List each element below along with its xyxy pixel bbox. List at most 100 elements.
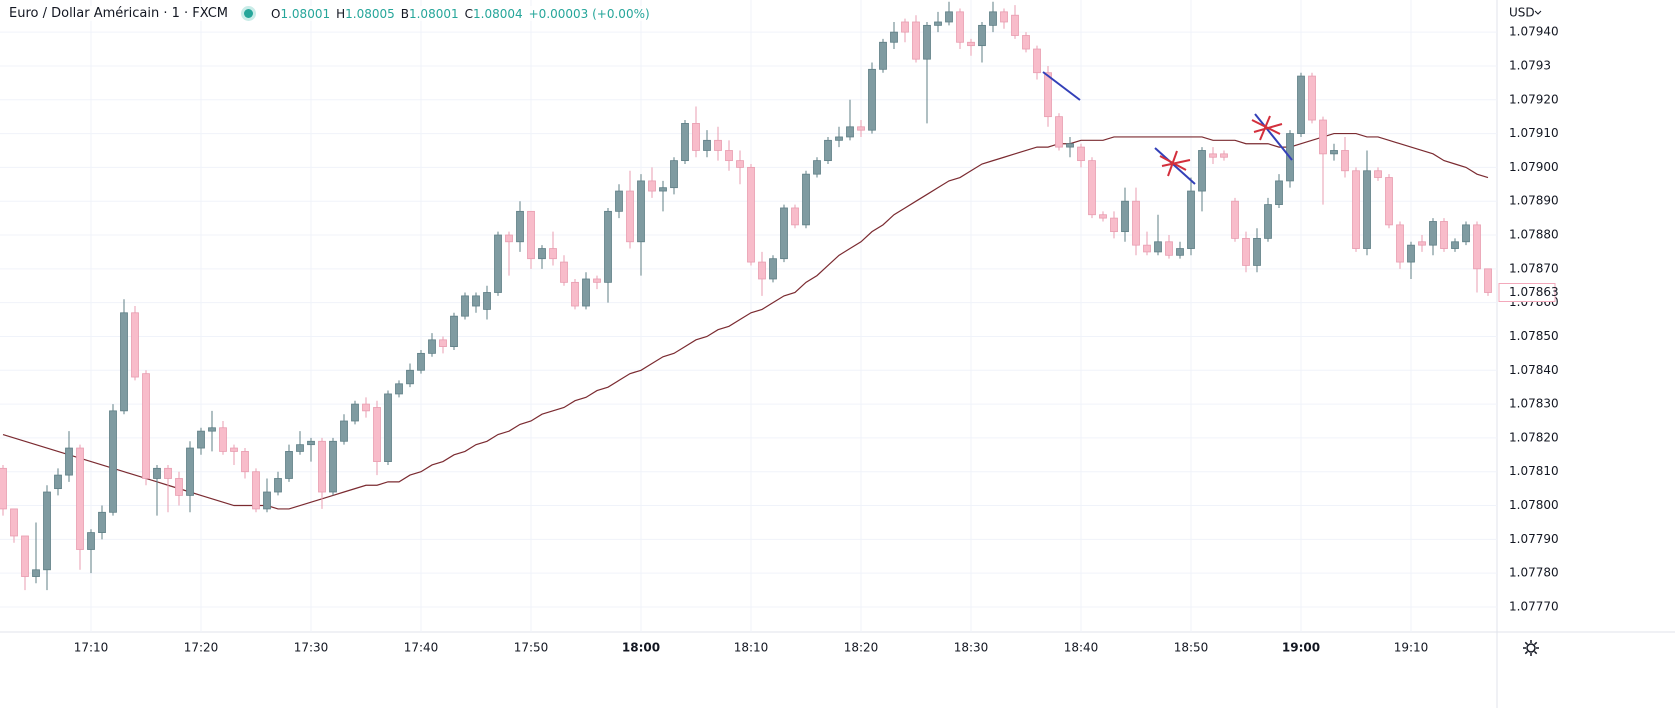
candle-body [1099,214,1107,219]
ohlc-key: O [271,6,281,21]
candle-body [175,478,183,496]
candle-body [1275,180,1283,205]
candle-body [967,41,975,47]
moving-average-layer [2,132,1489,510]
candle-body [1110,217,1118,233]
candle-body [692,123,700,151]
y-tick-label: 1.07940 [1509,25,1559,39]
candle-body [516,210,524,243]
trend-line [1042,71,1081,101]
candle-body [890,31,898,43]
y-tick-label: 1.07780 [1509,566,1559,580]
candle-body [318,440,326,493]
candle-body [549,248,557,260]
candle-body [1374,170,1382,178]
candle-body [824,139,832,162]
candle-body [307,440,315,446]
gear-teeth[interactable] [1523,640,1539,656]
candle-body [32,569,40,577]
candle-body [285,451,293,479]
candle-body [1143,244,1151,253]
settings-icon[interactable] [1523,640,1539,656]
x-tick-label: 18:30 [954,641,989,655]
x-tick-label: 17:30 [294,641,329,655]
y-tick-label: 1.07820 [1509,430,1559,444]
grid [0,0,1497,632]
candle-body [1418,241,1426,246]
cross-mark [1251,115,1283,141]
candle-body [1429,221,1437,246]
candle-body [1088,160,1096,216]
candle-body [120,312,128,412]
candle-body [1473,224,1481,270]
y-tick-label: 1.07910 [1509,126,1559,140]
candle-body [87,532,95,550]
candle-body [1484,268,1492,293]
candle-body [1440,221,1448,249]
candle-body [131,312,139,378]
candle-body [439,339,447,348]
candle-body [725,150,733,162]
candle-body [1165,241,1173,256]
gear-center[interactable] [1526,643,1536,653]
candle-body [340,420,348,442]
candle-body [296,444,304,452]
currency-label[interactable]: USD [1509,6,1535,20]
candle-body [109,410,117,513]
currency-chevron[interactable] [1534,10,1542,15]
x-tick-label: 18:20 [844,641,879,655]
x-tick-label: 18:40 [1064,641,1099,655]
candle-body [428,339,436,354]
candle-body [461,295,469,317]
candle-body [241,451,249,473]
candle-body [219,427,227,452]
candle-body [791,207,799,226]
candle-body [912,21,920,60]
candle-body [1264,204,1272,239]
candle-body [736,160,744,168]
candle-body [802,173,810,226]
candle-body [945,11,953,23]
ohlc-key: B [400,6,409,21]
y-tick-label: 1.07770 [1509,599,1559,613]
candle-body [1000,11,1008,23]
candle-body [1341,150,1349,172]
candle-body [538,248,546,260]
candle-body [494,234,502,293]
candle-body [956,11,964,43]
symbol-title[interactable]: Euro / Dollar Américain · 1 · FXCM [9,6,229,21]
candle-body [0,467,7,510]
x-tick-label: 18:00 [622,641,660,655]
candle-body [395,383,403,395]
candle-body [1451,241,1459,249]
x-tick-label: 17:40 [404,641,439,655]
y-tick-label: 1.07920 [1509,92,1559,106]
candle-body [1187,190,1195,249]
candle-body [483,292,491,310]
candle-body [670,160,678,189]
candle-body [813,160,821,175]
candle-body [780,207,788,260]
candle-body [230,447,238,452]
trend-line [1154,147,1196,185]
time-axis: 17:10 17:20 17:30 17:40 17:50 18:00 18:10 18:20… [74,641,1429,655]
ohlc-value: 1.08001 [408,6,459,21]
y-tick-label: 1.07790 [1509,532,1559,546]
candle-body [21,535,29,577]
trend-line [1254,113,1293,161]
candle-body [868,68,876,131]
candle-body [604,210,612,283]
candle-body [571,281,579,307]
candle-body [1231,200,1239,239]
candle-body [1033,48,1041,74]
ohlc-key: H [336,6,346,21]
x-tick-label: 18:50 [1174,641,1209,655]
candle-body [703,139,711,151]
candle-body [714,139,722,151]
last-price-label: 1.07863 [1509,285,1559,299]
candle-body [835,136,843,141]
candle-body [142,373,150,479]
candle-body [1176,248,1184,256]
candle-body [1077,146,1085,162]
candle-body [1396,224,1404,263]
